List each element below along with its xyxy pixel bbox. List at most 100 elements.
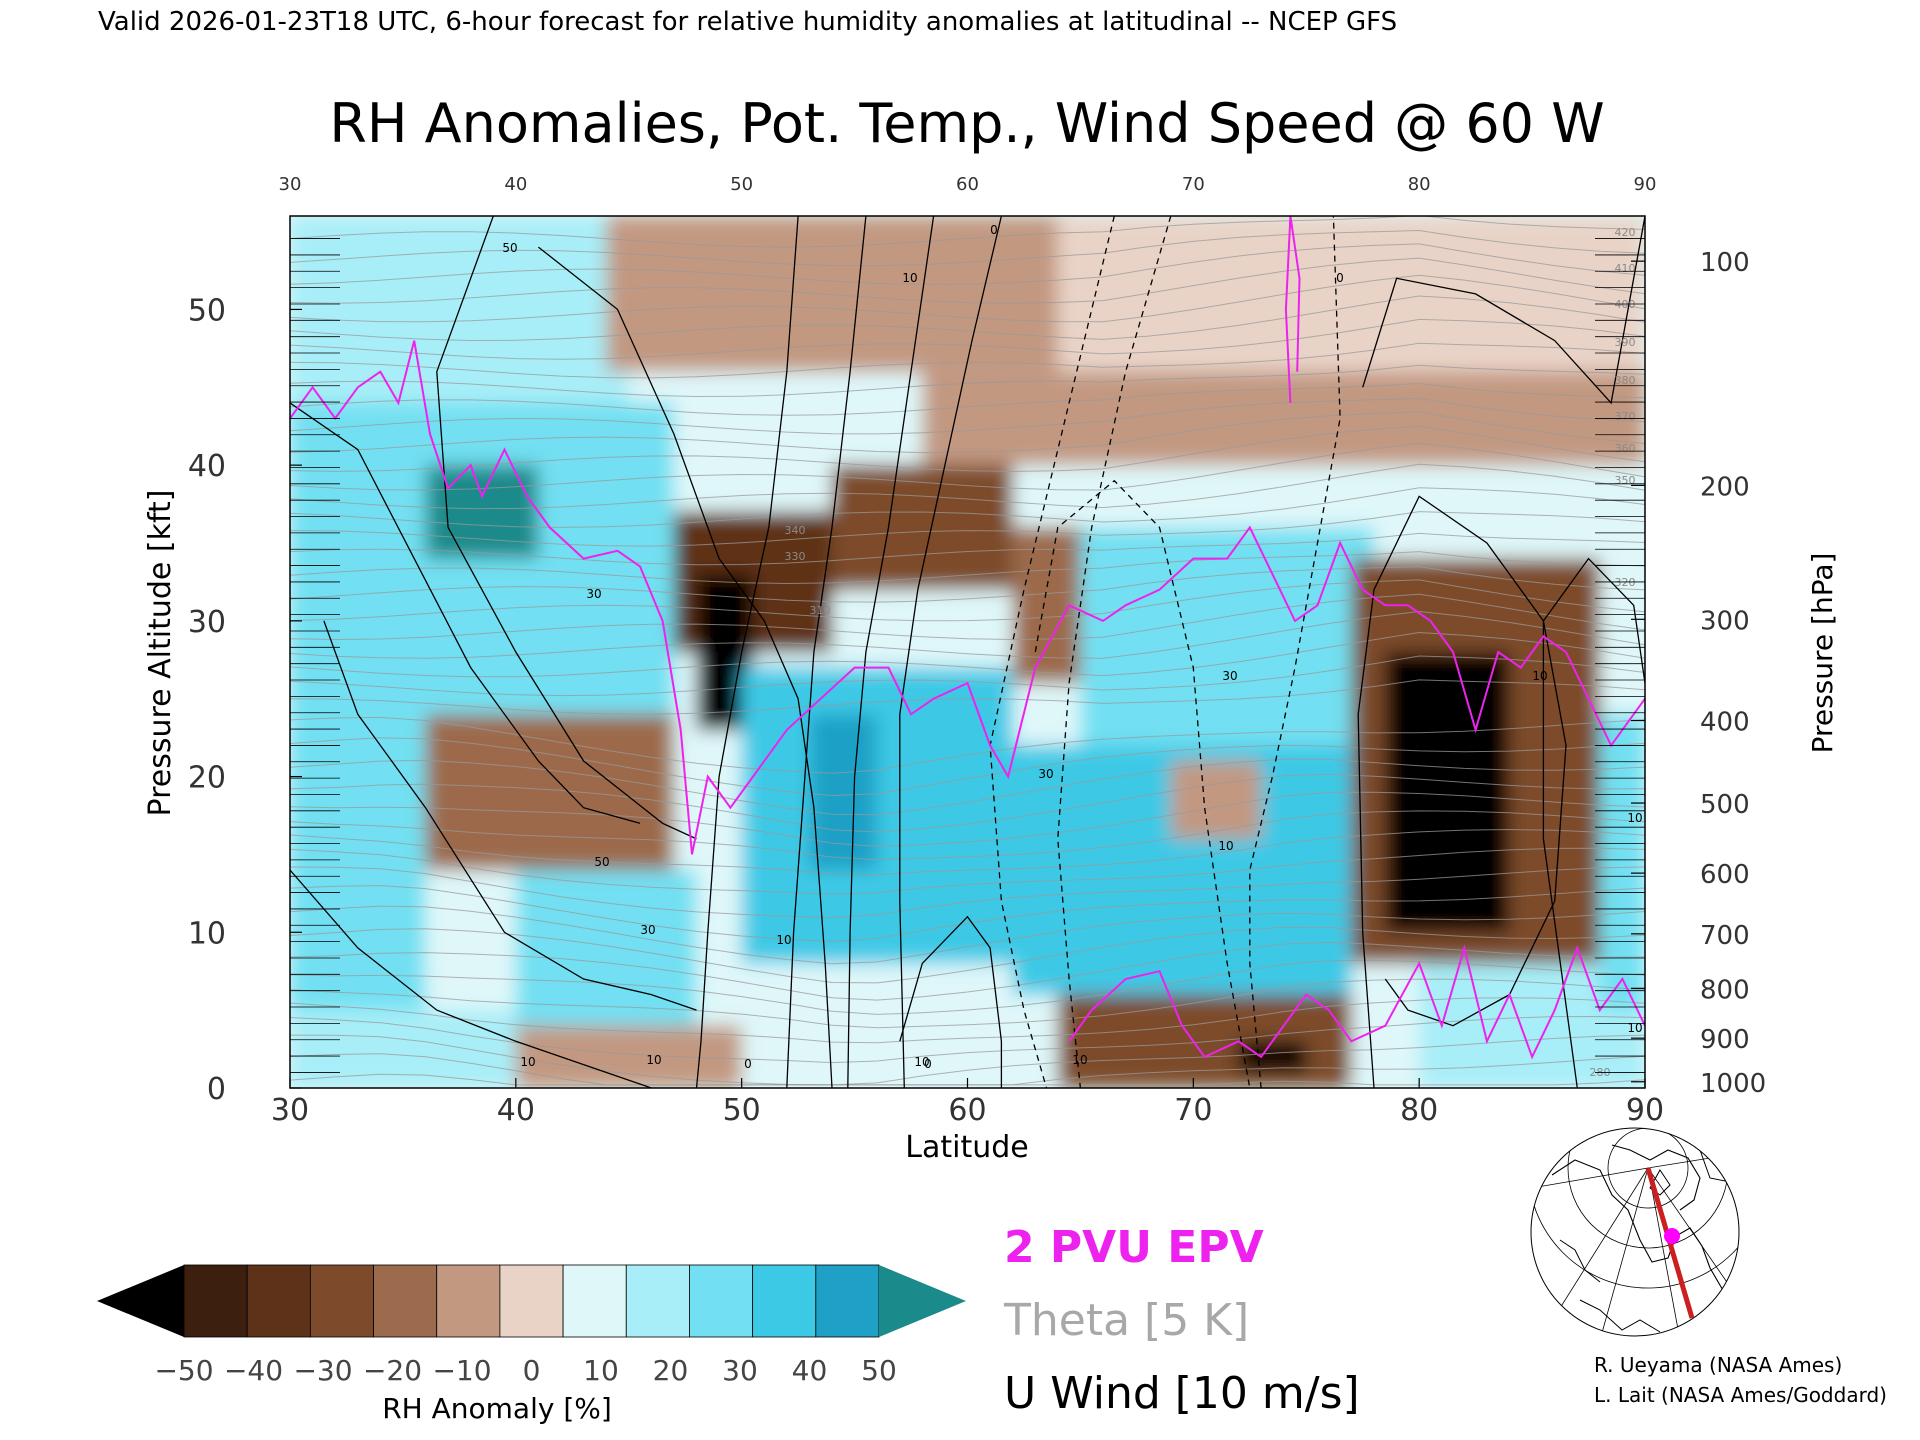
theta-contour-line [290,425,1645,472]
theta-contour-line [290,716,1645,774]
theta-contour-label: 390 [1615,336,1636,349]
theta-contour-line [290,364,1645,398]
legend: 2 PVU EPV Theta [5 K] U Wind [10 m/s] [1003,1222,1360,1419]
wind-isotach-line [290,869,652,1088]
wind-contour-label: 10 [520,1055,535,1069]
colorbar-cell [309,1264,374,1338]
colorbar-over-arrow [879,1265,966,1337]
theta-contour-label: 420 [1615,226,1636,239]
colorbar-tick-label: 0 [523,1354,541,1387]
colorbar-cell [815,1264,880,1338]
y-axis-label: Pressure Altitude [kft] [143,490,178,817]
colorbar-cell [625,1264,690,1338]
theta-contour-line [290,791,1645,847]
credit-line: R. Ueyama (NASA Ames) [1594,1353,1843,1377]
inset-map-globe [1530,1127,1740,1337]
legend-theta: Theta [5 K] [1003,1295,1249,1346]
rh-anomaly-cell [425,465,539,559]
epv-2pvu-line [1068,944,1645,1060]
theta-contour-line [290,926,1645,984]
wind-isotach-line [436,216,697,840]
wind-isotachs [290,216,1645,1088]
y-tick-label: 30 [188,605,226,640]
rh-anomaly-cell [425,714,674,870]
theta-contour-label: 340 [785,524,806,537]
wind-contour-label: 30 [586,587,601,601]
theta-contour-line [290,1015,1645,1064]
theta-contour-line [290,828,1645,876]
rh-anomaly-cell [290,1010,516,1088]
theta-contour-line [290,885,1645,943]
colorbar-tick-label: −10 [432,1354,491,1387]
theta-contour-line [290,243,1645,285]
x-tick-label: 90 [1626,1093,1664,1128]
theta-contour-line [290,487,1645,528]
theta-contour-line [290,655,1645,697]
legend-wind: U Wind [10 m/s] [1004,1368,1360,1419]
x-tick-label: 50 [723,1093,761,1128]
theta-contour-line [290,382,1645,416]
theta-contour-line [290,295,1645,342]
inset-map-location-marker [1664,1228,1680,1244]
chart-title: RH Anomalies, Pot. Temp., Wind Speed @ 6… [329,92,1604,155]
theta-contour-line [290,905,1645,965]
x-top-tick-label: 30 [279,174,302,195]
wind-contour-label: 10 [902,271,917,285]
wind-contour-label: 0 [744,1057,752,1071]
theta-contours [290,216,1645,1086]
colorbar-cell [752,1264,817,1338]
y-tick-label: 20 [188,761,226,796]
pressure-tick-label: 500 [1700,790,1750,820]
wind-contour-label: 10 [776,933,791,947]
y2-axis-label: Pressure [hPa] [1806,553,1839,754]
wind-isotach-line [537,246,833,1088]
wind-isotach-line [1362,216,1645,405]
pressure-tick-label: 100 [1700,248,1750,278]
wind-isotach-line [290,402,641,824]
colorbar-cell [246,1264,311,1338]
colorbar-cell [373,1264,438,1338]
rh-anomaly-cell [1385,652,1510,933]
x-top-tick-label: 40 [504,174,527,195]
colorbar-tick-label: −20 [363,1354,422,1387]
rh-anomaly-cell [1057,216,1645,372]
theta-contour-line [290,411,1645,454]
rh-anomaly-cell [1080,527,1374,746]
theta-contour-label: 400 [1615,298,1636,311]
x-top-tick-label: 90 [1634,174,1657,195]
wind-contour-label: 30 [1038,767,1053,781]
theta-contour-line [290,318,1645,360]
theta-contour-line [290,551,1645,585]
epv-2pvu-contours [290,216,1645,1060]
theta-contour-line [290,216,1645,248]
x-top-tick-label: 50 [730,174,753,195]
theta-contour-line [290,866,1645,919]
wind-contour-label: 10 [1218,839,1233,853]
rh-anomaly-cell [809,714,878,870]
wind-contour-label: 0 [1336,271,1344,285]
theta-contour-label: 320 [1615,576,1636,589]
colorbar-cell [183,1264,248,1338]
rh-anomaly-cell [1170,761,1262,839]
colorbar-cell [499,1264,564,1338]
theta-contour-line [290,737,1645,797]
wind-isotach-line [1057,216,1172,1088]
theta-contour-line [290,274,1645,323]
theta-contour-line [290,532,1645,566]
theta-contour-line [290,758,1645,816]
theta-contour-line [290,978,1645,1029]
colorbar-cells [183,1264,880,1338]
credit-line: L. Lait (NASA Ames/Goddard) [1594,1383,1887,1407]
theta-contour-line [290,397,1645,435]
colorbar-cell [562,1264,627,1338]
x-top-tick-label: 80 [1408,174,1431,195]
wind-isotach-line [847,216,935,1088]
y-tick-label: 10 [188,916,226,951]
x-axis-label: Latitude [905,1130,1028,1165]
theta-contour-line [290,463,1645,510]
epv-2pvu-line [290,340,1645,855]
colorbar-cell [436,1264,501,1338]
wind-contour-label: 50 [502,241,517,255]
wind-isotach-line [899,915,1003,1088]
